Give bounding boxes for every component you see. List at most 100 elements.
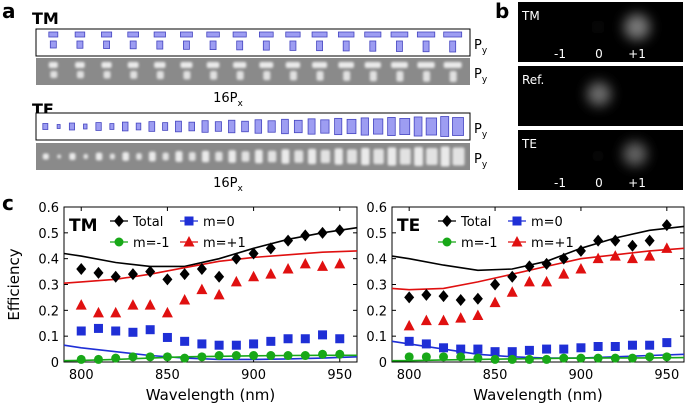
te-design-elements [42,116,464,137]
tm-design-py: Py [474,38,488,56]
te-sem-element-left [281,149,290,164]
tm-design-element-bottom [369,40,377,52]
legend-marker-total [442,215,452,227]
tm-sem-element-bottom [183,71,191,80]
te-design-element-left [175,120,182,133]
tm-sem-element-top [443,62,462,68]
data-point-mm1 [662,352,672,362]
tm-design-element-top [259,31,274,38]
data-point-m0 [507,347,517,357]
te-sem-strip [36,143,470,170]
data-point-mp1 [213,288,225,300]
data-point-m0 [214,340,224,350]
y-axis-label: Efficiency [5,248,23,320]
data-point-m0 [456,344,466,354]
tm-design-element-top [311,31,328,38]
x-tick-label: 900 [241,368,266,383]
tm-design-element-top [443,31,463,38]
panel-b-te-order-0: 0 [595,176,603,190]
tm-design-element-top [206,31,220,38]
data-point-m0 [559,344,569,354]
data-point-m0 [162,332,172,342]
panel-b-tm-order-p1: +1 [628,47,646,61]
te-sem-element-left [175,151,183,162]
panel-label-c: c [2,191,14,215]
data-point-mp1 [644,250,656,261]
data-point-mp1 [420,314,432,326]
data-point-mp1 [196,283,208,295]
te-sem-element-right [452,147,465,166]
data-point-m0 [439,343,449,353]
te-design-element-right [109,123,115,130]
data-point-total [490,278,501,291]
tm-design-element-top [285,31,301,38]
te-design-element-right [452,117,464,136]
data-point-total [438,290,449,303]
tm-sem-element-bottom [210,71,218,80]
te-design-element-right [214,121,222,132]
tm-sem-element-bottom [50,71,58,78]
data-point-m0 [645,340,655,350]
panel-b-tm-label: TM [521,9,540,23]
te-design-element-left [307,118,316,135]
tm-sem-element-top [180,62,193,68]
data-point-mp1 [230,275,242,287]
te-design-element-right [135,122,142,131]
data-point-m0 [197,339,207,349]
te-design-element-right [373,118,384,135]
data-point-mm1 [76,354,86,364]
y-tick-label: 0.1 [38,330,59,345]
tm-design-element-top [416,31,436,38]
data-point-mp1 [523,275,535,287]
data-point-mm1 [524,354,534,364]
data-point-total [661,219,672,232]
tm-design-element-top [74,31,86,38]
tm-sem-element-bottom [156,71,164,80]
tm-design-element-bottom [316,40,323,52]
te-design-element-left [42,123,49,130]
tm-sem-element-bottom [103,71,111,79]
tm-design-element-bottom [103,40,110,49]
te-sem-element-right [83,154,89,159]
data-point-mm1 [473,353,483,363]
data-point-mp1 [506,286,518,297]
data-point-mp1 [161,306,173,318]
tm-design-element-top [337,31,355,38]
x-tick-label: 800 [69,368,94,383]
legend-label-mp1: m=+1 [531,236,574,251]
data-point-m0 [490,347,500,357]
tm-sem-py: Py [474,67,488,85]
legend-marker-total [114,215,124,227]
data-point-mm1 [249,351,259,361]
data-point-mm1 [266,351,276,361]
plot-frame [391,206,685,363]
data-point-mp1 [592,252,604,264]
legend-label-m0: m=0 [531,215,563,230]
data-point-mp1 [472,309,484,320]
tm-design-element-bottom [449,40,457,53]
y-tick-label: 0.5 [366,227,387,242]
y-tick-label: 0.3 [366,279,387,294]
tm-design-element-top [180,31,193,38]
tm-sem-element-top [154,62,166,68]
panel-b-tm-order-m1: -1 [554,47,566,61]
te-sem-element-left [201,150,210,163]
tm-sem-element-top [364,62,381,68]
data-point-m0 [627,340,637,350]
legend-label-mm1: m=-1 [133,236,170,251]
y-tick-label: 0.5 [38,227,59,242]
tm-sem-element-bottom [236,71,244,80]
te-design-element-right [56,124,61,129]
data-point-total [162,273,173,286]
data-point-mp1 [110,306,122,318]
tm-sem-element-top [75,62,85,68]
data-point-mm1 [283,351,293,361]
te-design-box [35,112,471,141]
data-point-total [145,265,156,278]
y-tick-label: 0.4 [366,253,387,268]
x-tick-label: 950 [654,368,679,383]
legend-marker-mp1 [183,236,195,247]
data-point-mp1 [248,270,260,282]
data-point-mm1 [214,351,224,361]
data-point-total [404,291,415,304]
